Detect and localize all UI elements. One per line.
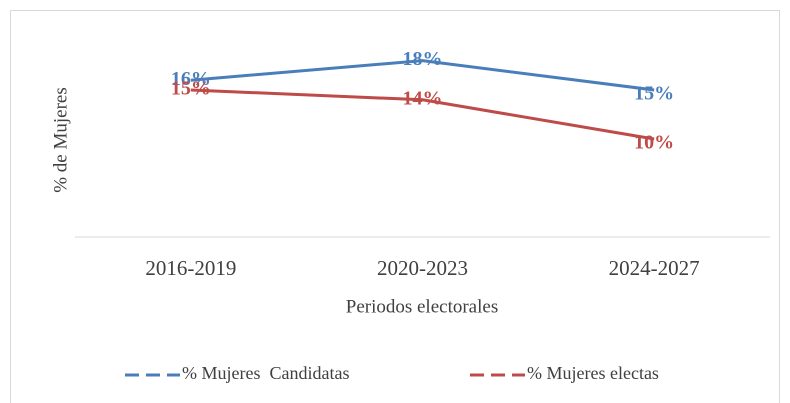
series-line bbox=[190, 59, 655, 92]
data-label: 15% bbox=[171, 78, 211, 100]
data-label: 14% bbox=[403, 87, 443, 109]
data-label: 15% bbox=[634, 83, 674, 105]
x-tick-label: 2024-2027 bbox=[609, 256, 700, 280]
x-axis-title: Periodos electorales bbox=[346, 296, 498, 317]
x-tick-label: 2016-2019 bbox=[145, 256, 236, 280]
legend-label: % Mujeres Candidatas bbox=[182, 363, 349, 383]
data-label: 18% bbox=[403, 48, 443, 70]
y-axis-title: % de Mujeres bbox=[50, 87, 71, 193]
chart-border bbox=[10, 10, 780, 403]
series-line bbox=[190, 88, 655, 141]
x-tick-label: 2020-2023 bbox=[377, 256, 468, 280]
data-label: 16% bbox=[171, 68, 211, 90]
legend-label: % Mujeres electas bbox=[527, 363, 659, 383]
data-label: 10% bbox=[634, 132, 674, 154]
